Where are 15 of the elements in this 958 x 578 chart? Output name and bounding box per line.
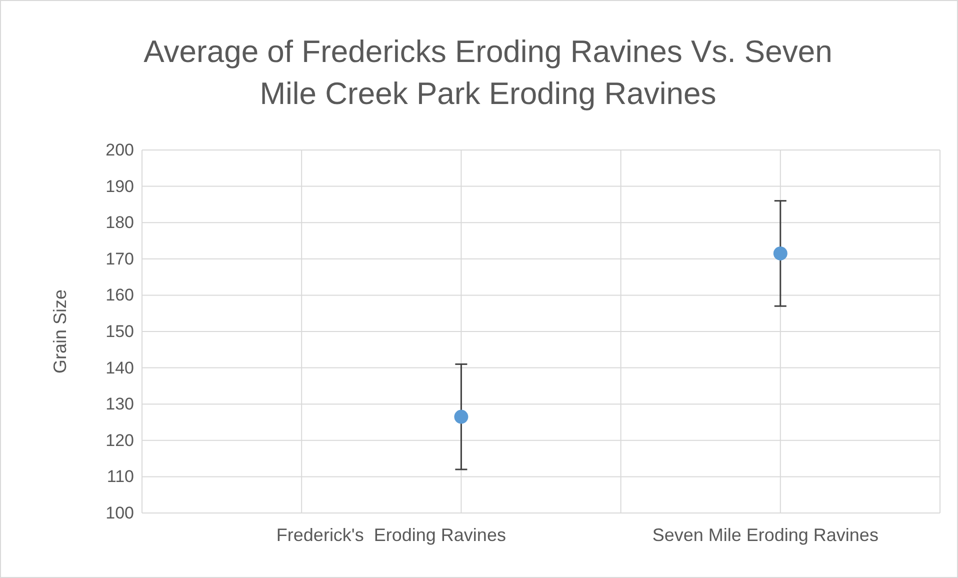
y-tick-label: 160 [106, 286, 134, 305]
y-tick-label: 130 [106, 394, 134, 414]
y-tick-label: 170 [106, 249, 134, 268]
y-tick-label: 110 [106, 467, 134, 486]
y-tick-label: 180 [106, 213, 134, 232]
y-tick-label: 190 [106, 176, 134, 196]
y-tick-label: 200 [106, 140, 134, 160]
x-tick-label: Frederick's Eroding Ravines [276, 525, 506, 545]
y-tick-label: 100 [106, 503, 134, 522]
y-axis-title: Grain Size [50, 289, 70, 374]
y-tick-label: 140 [106, 358, 134, 378]
x-tick-label: Seven Mile Eroding Ravines [652, 525, 878, 545]
y-tick-label: 120 [106, 430, 134, 450]
y-tick-label: 150 [106, 322, 134, 341]
chart-title: Average of Fredericks Eroding Ravines Vs. Seven Mile Creek Park Eroding Ravines [144, 34, 832, 111]
